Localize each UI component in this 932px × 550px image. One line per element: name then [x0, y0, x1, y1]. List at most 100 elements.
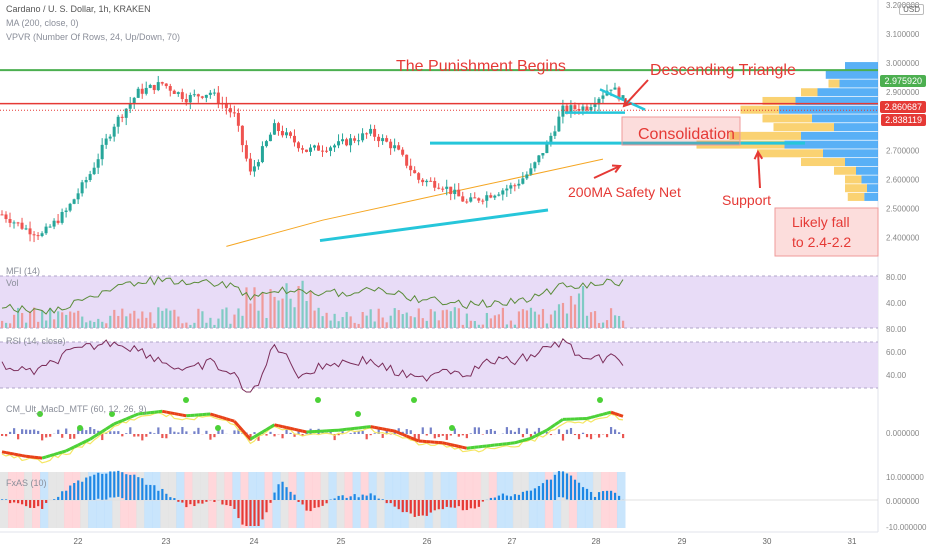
candle-body: [461, 196, 465, 202]
volume-bar: [201, 311, 204, 328]
candle-body: [24, 228, 28, 230]
volume-bar: [521, 309, 525, 328]
volume-bar: [365, 315, 368, 328]
macd-hist-bar: [609, 427, 613, 434]
macd-hist-bar: [85, 430, 88, 434]
macd-hist-bar: [445, 434, 448, 440]
fisher-bar: [565, 473, 569, 500]
candle-body: [4, 214, 8, 220]
candle-body: [417, 173, 421, 180]
candle-body: [80, 182, 84, 194]
currency-badge[interactable]: USD: [899, 4, 924, 15]
macd-line-seg: [282, 425, 287, 429]
macd-hist-bar: [569, 427, 573, 434]
vpvr-legend: VPVR (Number Of Rows, 24, Up/Down, 70): [6, 32, 181, 42]
macd-hist-bar: [37, 430, 40, 434]
volume-bar: [45, 320, 48, 328]
candle-body: [200, 96, 204, 98]
macd-hist-bar: [573, 434, 577, 436]
volume-bar: [113, 309, 116, 328]
volume-bar: [77, 310, 80, 328]
volume-bar: [545, 323, 549, 328]
fisher-bar: [257, 500, 260, 526]
candle-body: [313, 145, 316, 148]
fisher-bar: [17, 500, 20, 504]
y-tick-label: 2.500000: [886, 205, 920, 214]
macd-hist-bar: [341, 431, 344, 434]
macd-cross-dot: [355, 411, 361, 417]
candle-body: [501, 190, 505, 195]
candle-body: [268, 134, 272, 142]
volume-bar: [593, 311, 597, 328]
fisher-bar: [113, 471, 116, 498]
macd-line-seg: [105, 425, 111, 431]
macd-hist-bar: [69, 434, 72, 439]
candle-body: [389, 141, 393, 149]
candle-body: [204, 94, 208, 98]
candle-body: [441, 188, 445, 190]
macd-hist-bar: [269, 431, 272, 434]
fisher-bar: [457, 500, 460, 507]
macd-hist-bar: [429, 427, 432, 434]
candle-body: [100, 144, 104, 160]
candle-body: [188, 95, 192, 103]
rsi-line: [1, 338, 624, 393]
macd-hist-bar: [209, 434, 212, 440]
fisher-bar: [61, 491, 64, 500]
macd-line-seg: [278, 424, 283, 429]
macd-hist-bar: [581, 432, 585, 434]
fisher-bar: [25, 500, 28, 507]
candle-body: [228, 108, 232, 113]
macd-cross-dot: [315, 397, 321, 403]
volume-bar: [385, 322, 388, 328]
macd-hist-bar: [381, 434, 384, 438]
macd-line-seg: [302, 429, 307, 434]
macd-line-seg: [454, 444, 460, 448]
macd-line-seg: [77, 441, 83, 447]
candle-body: [589, 106, 593, 111]
fisher-bar: [117, 470, 120, 497]
macd-line-seg: [93, 432, 99, 438]
volume-bar: [93, 321, 96, 328]
candle-body: [288, 132, 292, 136]
macd-line-seg: [161, 409, 167, 414]
macd-line-seg: [410, 436, 416, 441]
candle-body: [429, 180, 433, 182]
volume-bar: [361, 311, 364, 328]
macd-hist-bar: [433, 434, 436, 439]
fisher-bar: [549, 479, 553, 500]
candle-body: [140, 88, 144, 94]
macd-line-seg: [213, 413, 219, 418]
vpvr-up-bar: [834, 123, 878, 132]
volume-bar: [421, 318, 424, 328]
fisher-bar: [337, 495, 340, 500]
candle-body: [0, 214, 4, 216]
consolidation-box: [621, 116, 741, 146]
volume-bar: [61, 312, 64, 328]
fisher-bar: [169, 497, 172, 500]
volume-bar: [237, 308, 240, 328]
volume-bar: [249, 303, 252, 328]
fisher-bar: [357, 497, 360, 500]
volume-bar: [573, 304, 577, 328]
candle-body: [72, 199, 76, 204]
candle-body: [232, 112, 236, 114]
fisher-bar: [465, 500, 468, 511]
candle-body: [132, 97, 136, 104]
macd-line-seg: [73, 443, 79, 449]
macd-hist-bar: [461, 434, 464, 436]
y-tick-label: 3.000000: [886, 59, 920, 68]
candle-body: [208, 92, 212, 95]
candle-body: [160, 82, 164, 84]
candle-body: [329, 147, 333, 151]
macd-hist-bar: [377, 429, 380, 434]
macd-hist-bar: [561, 434, 565, 441]
macd-line-seg: [225, 417, 231, 422]
volume-bar: [157, 307, 160, 328]
fisher-bar: [161, 488, 164, 500]
volume-bar: [401, 314, 404, 328]
macd-line-seg: [1, 450, 7, 455]
candle-body: [64, 210, 68, 212]
fisher-bar: [41, 500, 44, 509]
macd-line-seg: [526, 436, 532, 441]
